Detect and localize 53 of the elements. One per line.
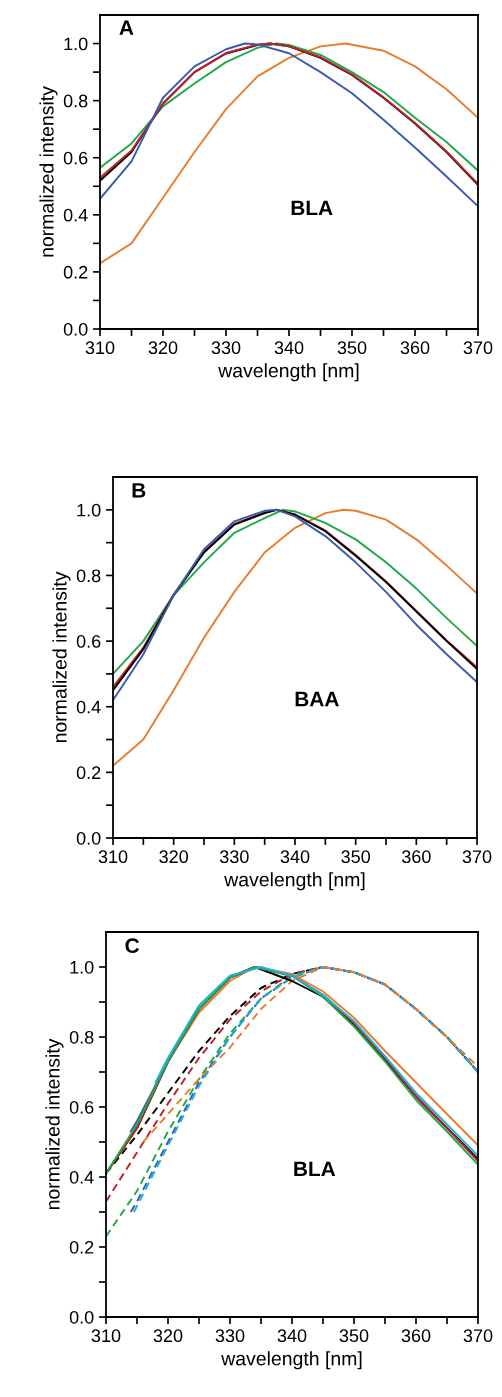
x-tick-label: 310 (85, 341, 115, 355)
x-tick-label: 320 (159, 850, 189, 864)
y-tick-label: 0.6 (76, 635, 101, 648)
x-tick-label: 350 (341, 850, 371, 864)
x-tick-label: 330 (215, 1329, 245, 1343)
y-tick-label: 0.0 (63, 322, 88, 336)
x-tick-label: 360 (400, 341, 430, 355)
x-axis-title: wavelength [nm] (221, 1351, 362, 1370)
x-axis-title: wavelength [nm] (218, 363, 359, 382)
x-tick-label: 360 (401, 1329, 431, 1343)
line-series (113, 508, 477, 767)
y-tick-label: 0.6 (63, 151, 88, 165)
x-tick-label: 350 (337, 341, 367, 355)
y-tick-label: 0.4 (63, 208, 88, 222)
chart-title: C (125, 938, 140, 954)
chart-title: A (119, 20, 134, 35)
x-tick-label: 370 (462, 850, 492, 864)
y-tick-label: 0.0 (69, 1310, 94, 1324)
y-tick-label: 0.4 (76, 700, 101, 714)
x-tick-label: 370 (463, 1329, 493, 1343)
annotation: BAA (295, 691, 339, 707)
x-tick-label: 340 (280, 850, 310, 864)
y-tick-label: 1.0 (77, 503, 101, 517)
annotation: BLA (294, 1161, 336, 1177)
y-tick-label: 0.2 (63, 265, 88, 279)
y-axis-title: normalized intensity (39, 86, 58, 257)
x-tick-label: 340 (274, 341, 304, 355)
x-tick-label: 330 (219, 850, 249, 864)
x-axis-title: wavelength [nm] (224, 872, 365, 891)
x-tick-label: 310 (98, 850, 128, 864)
y-tick-label: 0.2 (69, 1240, 94, 1254)
x-tick-label: 330 (211, 341, 241, 355)
y-tick-label: 0.4 (69, 1170, 94, 1184)
x-tick-label: 340 (277, 1329, 307, 1343)
line-series (100, 42, 478, 265)
y-tick-label: 1.0 (70, 960, 94, 974)
x-tick-label: 350 (339, 1329, 369, 1343)
y-axis-title: normalized intensity (45, 1038, 64, 1210)
chart-title: B (132, 483, 146, 498)
y-axis-title: normalized intensity (52, 571, 71, 743)
x-tick-label: 320 (148, 341, 178, 355)
y-tick-label: 0.8 (69, 1030, 94, 1044)
x-tick-label: 360 (401, 850, 431, 864)
y-tick-label: 1.0 (64, 37, 88, 51)
x-tick-label: 310 (91, 1329, 121, 1343)
annotation: BLA (291, 200, 333, 216)
y-tick-label: 0.8 (76, 569, 101, 583)
y-tick-label: 0.2 (76, 766, 101, 780)
y-tick-label: 0.0 (76, 831, 101, 845)
y-tick-label: 0.8 (63, 94, 88, 108)
x-tick-label: 320 (153, 1329, 183, 1343)
x-tick-label: 370 (463, 341, 493, 355)
y-tick-label: 0.6 (69, 1100, 94, 1114)
